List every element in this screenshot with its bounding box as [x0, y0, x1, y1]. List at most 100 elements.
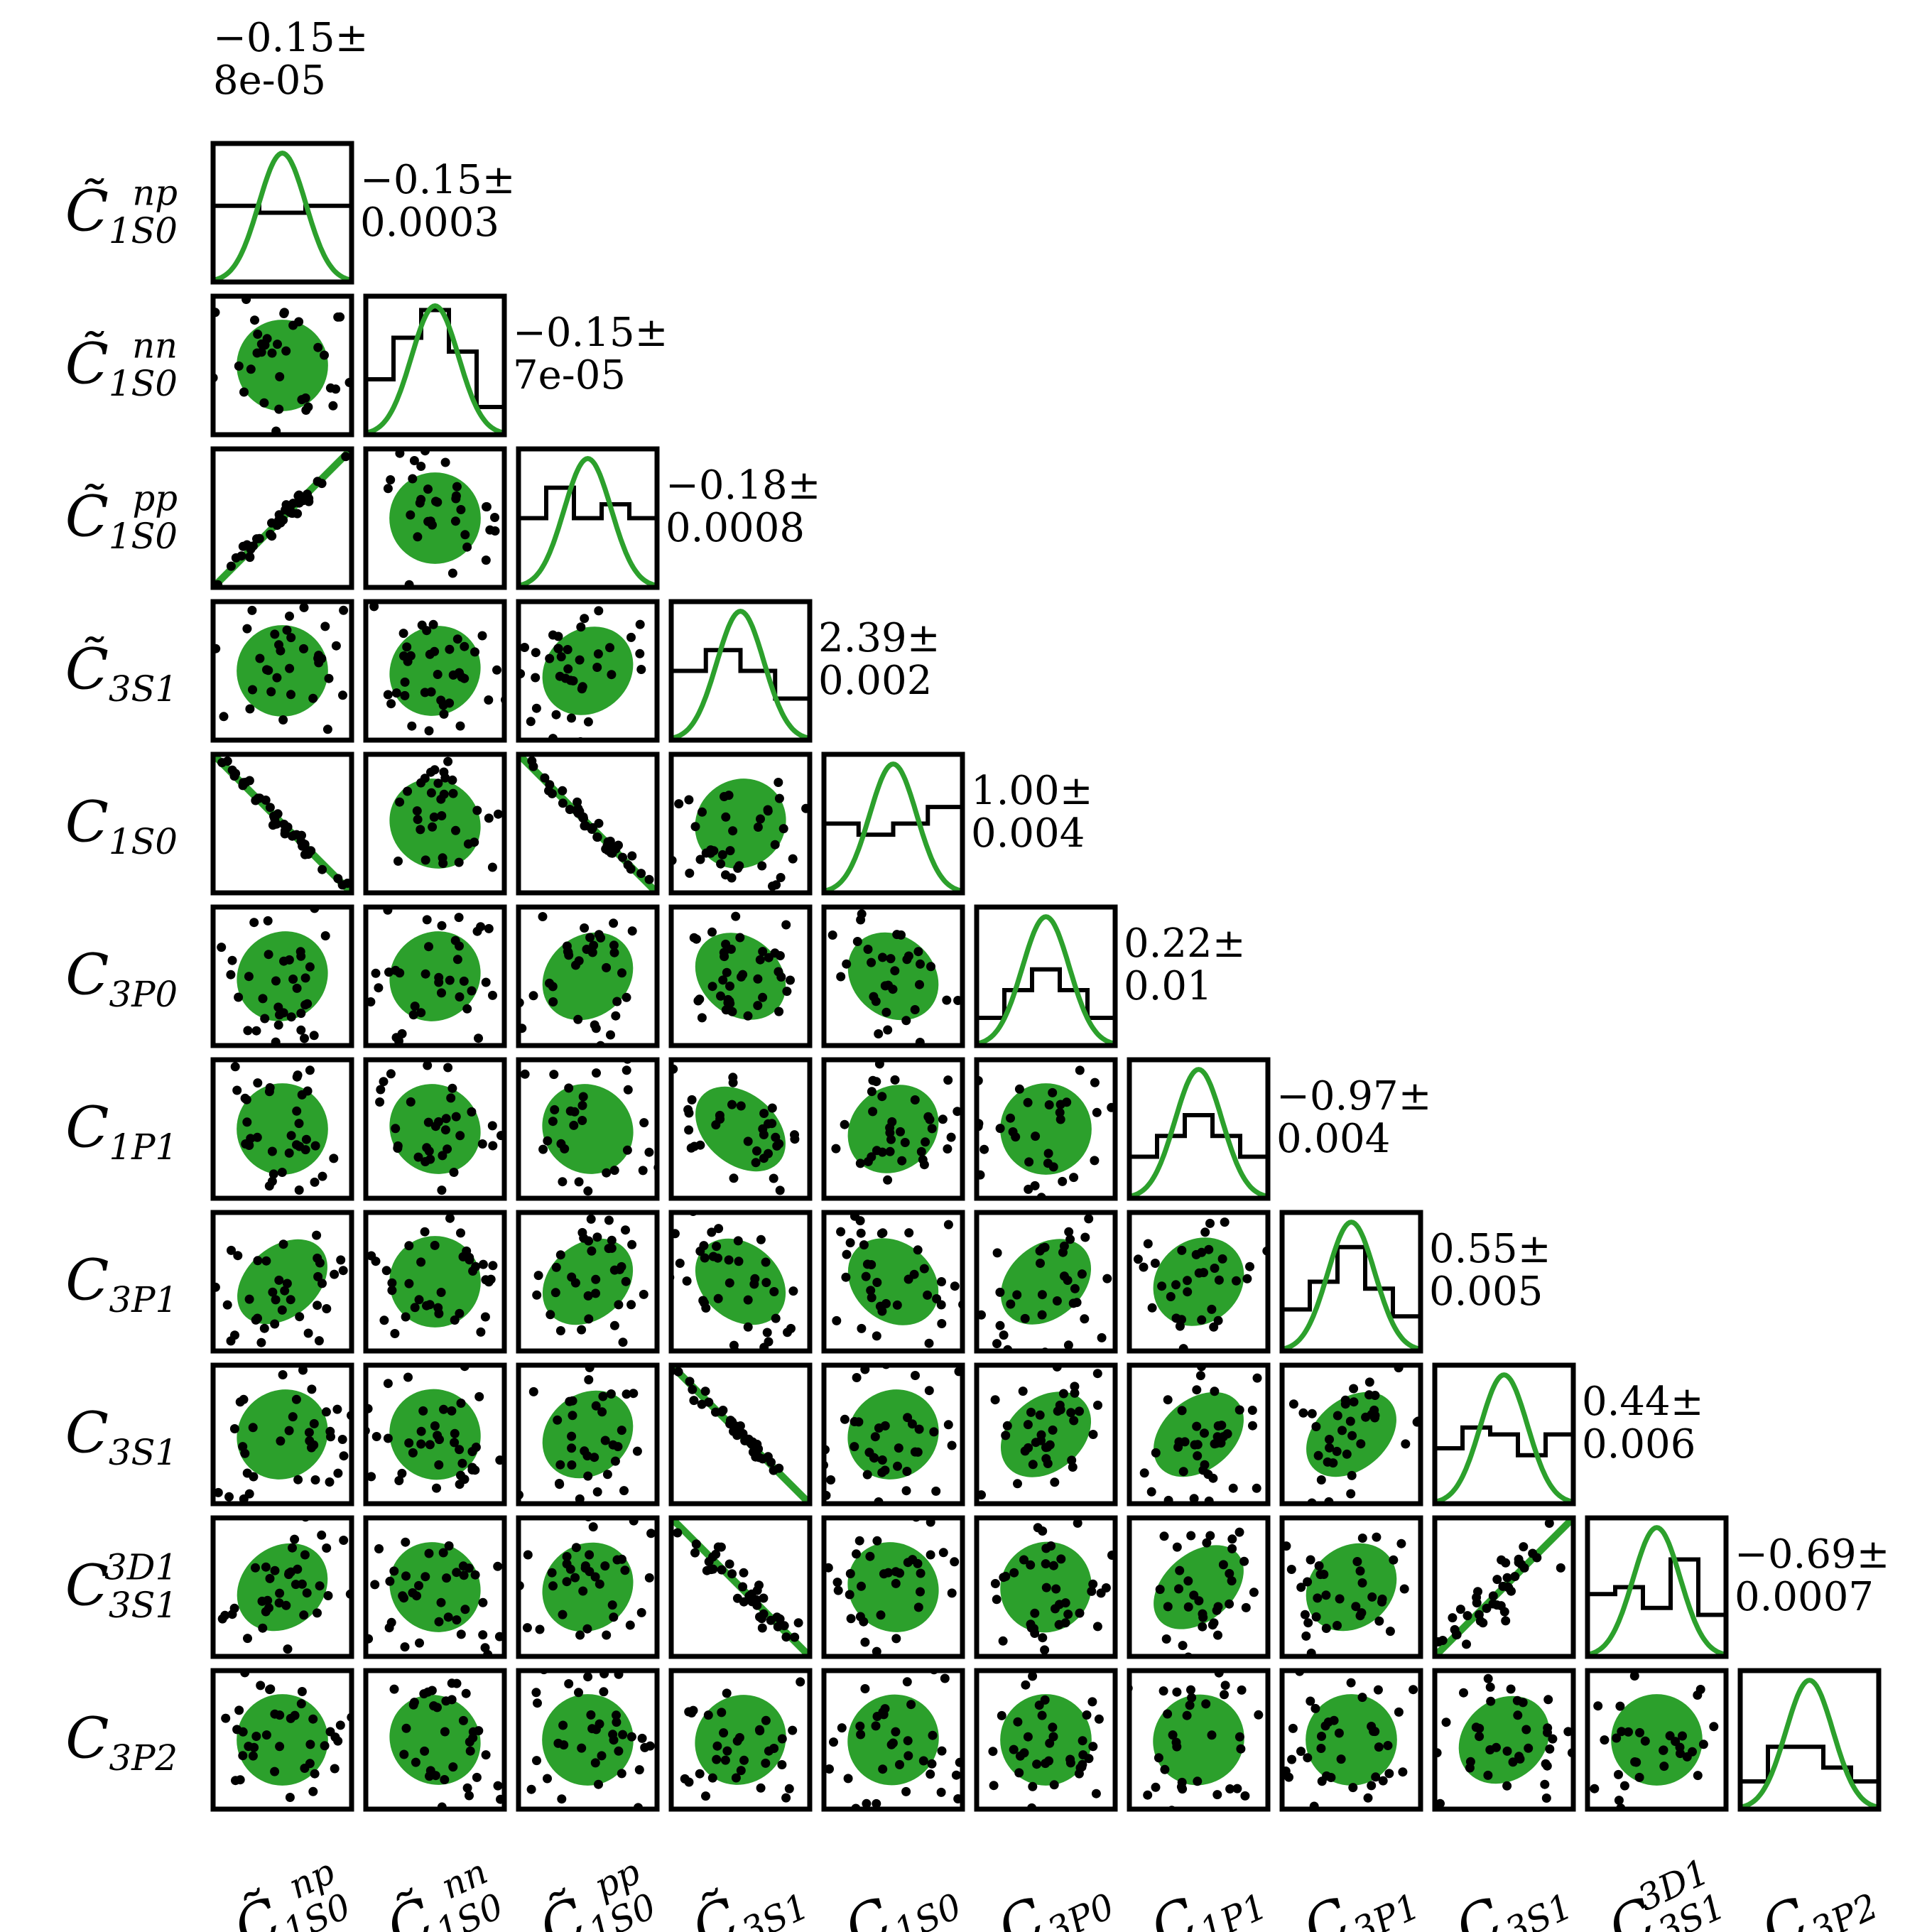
sample-point-9-2 [595, 1579, 604, 1589]
sample-point-9-3 [781, 1632, 791, 1642]
sample-point-8-4 [924, 1386, 934, 1396]
sample-point-10-5 [1087, 1697, 1097, 1707]
sample-point-3-2 [636, 665, 646, 674]
sample-point-7-0 [268, 1287, 278, 1297]
gaussian-fit-0 [213, 151, 352, 282]
gaussian-fit-4 [824, 761, 962, 893]
sample-point-9-4 [990, 1542, 999, 1551]
sample-point-5-3 [755, 955, 765, 965]
sample-point-9-0 [291, 1580, 300, 1590]
sample-point-10-8 [1524, 1743, 1534, 1753]
sample-point-9-6 [1198, 1622, 1208, 1632]
sample-point-5-0 [227, 955, 237, 965]
sample-point-9-2 [562, 1552, 572, 1561]
sample-point-10-1 [430, 1771, 440, 1781]
sample-point-5-3 [774, 1006, 784, 1016]
sample-point-8-5 [1023, 1420, 1033, 1430]
sample-point-7-2 [591, 1288, 600, 1298]
sample-point-8-1 [416, 1426, 426, 1436]
sample-point-6-0 [183, 1144, 192, 1153]
sample-point-10-0 [255, 1833, 264, 1843]
sample-point-10-7 [1363, 1793, 1373, 1803]
panel-7-3 [668, 1210, 813, 1354]
sample-point-8-0 [298, 1365, 308, 1375]
sample-point-7-1 [488, 1261, 498, 1271]
sample-point-4-1 [532, 782, 541, 791]
sample-point-10-8 [1545, 1744, 1555, 1754]
sample-point-9-7 [1303, 1577, 1313, 1587]
sample-point-7-2 [627, 1239, 637, 1249]
sample-point-9-2 [578, 1586, 588, 1596]
sample-point-10-9 [1600, 1735, 1610, 1745]
panel-8-1 [363, 1362, 507, 1507]
sample-point-9-0 [313, 1608, 322, 1618]
sample-point-9-6 [1159, 1531, 1169, 1541]
sample-point-10-1 [440, 1775, 450, 1784]
sample-point-9-8 [1601, 1466, 1610, 1475]
sample-point-6-2 [549, 1070, 559, 1080]
sample-point-9-0 [263, 1595, 273, 1605]
sample-point-10-3 [684, 1707, 694, 1717]
sample-point-3-0 [299, 602, 309, 612]
panel-frame-8-0 [210, 1362, 354, 1507]
sample-point-10-9 [1614, 1796, 1624, 1806]
sample-point-4-0 [297, 830, 306, 840]
sample-point-7-0 [295, 1312, 305, 1322]
sample-point-6-0 [297, 1090, 307, 1100]
sample-point-5-1 [488, 990, 497, 1000]
sample-point-5-1 [410, 1002, 420, 1011]
sample-point-6-5 [1006, 1113, 1015, 1123]
sample-point-2-0 [313, 477, 322, 487]
sample-point-6-0 [310, 1141, 320, 1151]
sample-point-9-3 [690, 1548, 700, 1558]
sample-point-7-5 [1048, 1355, 1057, 1364]
sample-point-9-5 [1041, 1559, 1051, 1569]
sample-point-10-5 [1088, 1742, 1098, 1752]
sample-point-10-5 [1094, 1714, 1104, 1724]
sample-point-9-8 [1452, 1630, 1462, 1639]
sample-point-10-8 [1502, 1781, 1512, 1791]
sample-point-9-4 [786, 1545, 796, 1554]
sample-point-6-3 [728, 1073, 738, 1082]
sample-point-3-1 [369, 602, 379, 612]
sample-point-8-3 [688, 1384, 698, 1394]
sample-point-8-7 [1345, 1416, 1355, 1426]
sample-point-3-1 [492, 665, 501, 675]
sample-point-10-3 [777, 1734, 787, 1744]
sample-point-8-4 [877, 1455, 887, 1465]
sample-point-4-2 [540, 773, 550, 783]
sample-point-3-0 [248, 685, 257, 695]
sample-point-9-6 [1183, 1602, 1193, 1612]
sample-point-5-3 [725, 999, 735, 1009]
sample-point-9-4 [926, 1550, 935, 1560]
sample-point-3-0 [240, 577, 249, 586]
sample-point-6-3 [727, 1100, 737, 1109]
sample-point-9-1 [389, 1566, 399, 1576]
sample-point-10-7 [1317, 1732, 1326, 1741]
sample-point-10-8 [1471, 1722, 1481, 1732]
sample-point-6-5 [1043, 1149, 1053, 1158]
sample-point-9-0 [191, 1583, 200, 1592]
sample-point-8-3 [726, 1416, 736, 1426]
sample-point-6-3 [715, 1110, 724, 1120]
sample-point-10-8 [1563, 1727, 1573, 1737]
sample-point-8-4 [850, 1417, 859, 1426]
sample-point-8-5 [1075, 1406, 1084, 1416]
sample-point-9-6 [1198, 1609, 1208, 1619]
sample-point-8-3 [729, 1426, 738, 1436]
sample-point-8-1 [474, 1391, 484, 1401]
sample-point-6-2 [592, 1068, 601, 1078]
sample-point-9-2 [600, 1561, 610, 1571]
sample-point-9-8 [1462, 1639, 1471, 1649]
sample-point-9-7 [1335, 1594, 1345, 1604]
sample-point-7-0 [374, 1159, 384, 1168]
sample-point-7-1 [381, 1266, 391, 1276]
sample-point-9-6 [1099, 1672, 1108, 1681]
sample-point-6-5 [1023, 1097, 1033, 1107]
svg-text:C̃3S1: C̃3S1 [682, 1855, 815, 1932]
sample-point-9-5 [1060, 1598, 1070, 1608]
sample-point-8-0 [332, 1404, 342, 1414]
sample-point-8-7 [1325, 1435, 1334, 1444]
sample-point-3-0 [255, 653, 265, 663]
